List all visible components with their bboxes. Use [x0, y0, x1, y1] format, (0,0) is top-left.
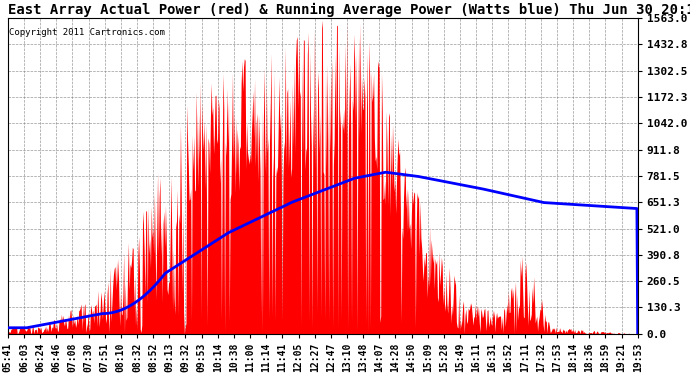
Text: Copyright 2011 Cartronics.com: Copyright 2011 Cartronics.com — [9, 28, 165, 37]
Text: East Array Actual Power (red) & Running Average Power (Watts blue) Thu Jun 30 20: East Array Actual Power (red) & Running … — [8, 3, 690, 17]
